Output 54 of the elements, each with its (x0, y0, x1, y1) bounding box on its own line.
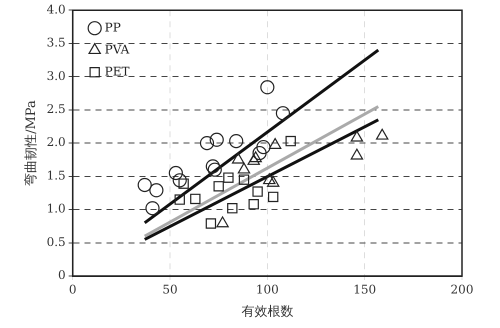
point (268, 192, 278, 202)
point (229, 134, 244, 148)
point (149, 183, 164, 198)
point (238, 162, 250, 174)
point (213, 181, 224, 192)
point (350, 148, 364, 160)
point (227, 203, 238, 214)
point (145, 201, 160, 216)
point (256, 140, 271, 154)
point (266, 176, 280, 187)
y-axis-title: 弯曲韧性/MPa (23, 100, 40, 186)
point (286, 136, 296, 146)
y-tick-label: 1.5 (46, 168, 66, 182)
point (276, 106, 290, 120)
point (138, 178, 152, 192)
y-tick-label: 3.5 (46, 36, 66, 50)
point (263, 173, 276, 184)
point (223, 172, 234, 183)
point (206, 218, 216, 229)
x-axis-title: 有效根数 (241, 304, 294, 320)
point (190, 194, 201, 204)
point (350, 130, 364, 142)
x-tick-label: 200 (450, 282, 474, 296)
y-tick-label: 3.0 (46, 68, 66, 83)
point (252, 146, 267, 160)
legend-label: PVA (104, 42, 130, 56)
point (168, 166, 183, 180)
x-tick-label: 0 (68, 282, 77, 296)
y-tick-label: 4.0 (46, 2, 66, 16)
point (208, 162, 222, 177)
point (249, 151, 262, 162)
point (206, 159, 220, 174)
y-tick-label: 0.5 (46, 234, 66, 249)
x-tick-label: 100 (256, 282, 279, 296)
point (172, 173, 187, 188)
x-tick-label: 150 (353, 282, 376, 296)
point (238, 174, 250, 185)
point (260, 80, 274, 94)
point (252, 186, 263, 197)
point (174, 194, 185, 205)
point (247, 154, 260, 165)
y-tick-label: 2.0 (46, 135, 66, 150)
point (200, 136, 214, 150)
point (232, 152, 244, 164)
y-tick-label: 1.0 (46, 202, 66, 216)
y-tick-label: 0 (58, 268, 66, 282)
point (210, 132, 224, 147)
y-tick-label: 2.5 (46, 102, 66, 116)
legend-label: PP (104, 20, 121, 34)
point (268, 138, 282, 149)
x-tick-label: 50 (162, 282, 178, 296)
point (248, 199, 259, 210)
legend-label: PET (104, 64, 130, 78)
point (376, 128, 388, 140)
